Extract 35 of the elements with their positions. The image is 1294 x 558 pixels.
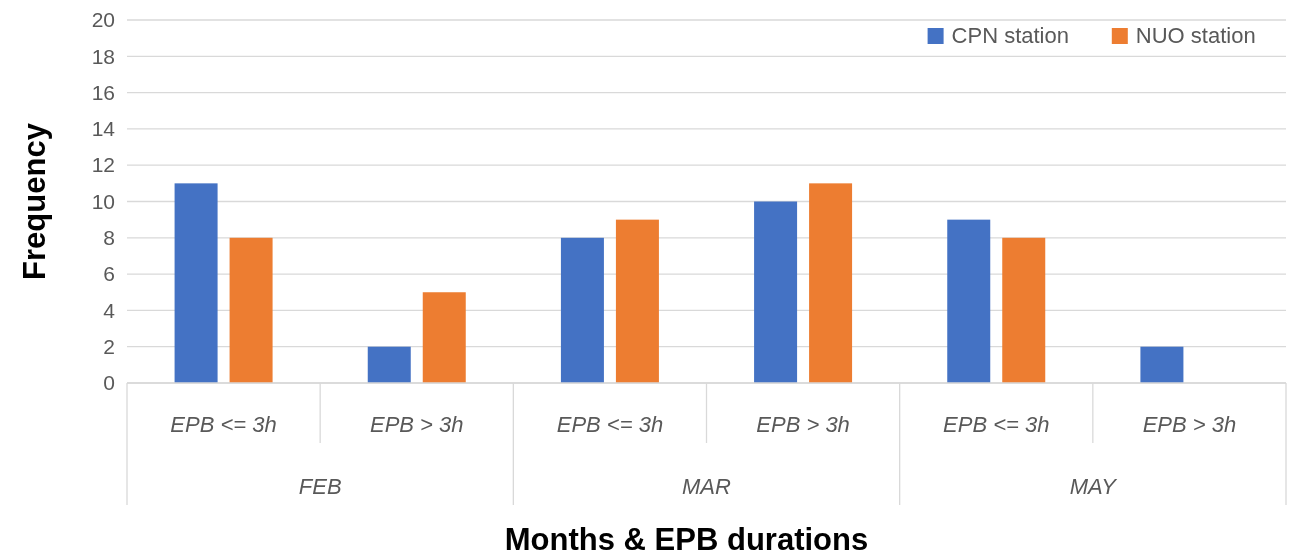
y-tick-label: 4 (103, 298, 116, 322)
text: FEB (298, 474, 342, 499)
y-tick-label: 12 (91, 153, 115, 177)
bar (560, 237, 604, 383)
legend-label: NUO station (1135, 23, 1256, 48)
y-tick-label: 16 (91, 80, 115, 104)
legend-label: CPN station (951, 23, 1069, 48)
y-tick-label: 18 (91, 44, 115, 68)
bar (1002, 237, 1046, 383)
bar (229, 237, 273, 383)
bar (615, 219, 659, 383)
x-tick-label: EPB > 3h (756, 412, 850, 437)
text: MAY (1069, 474, 1118, 499)
bar (754, 201, 798, 383)
x-tick-label: EPB <= 3h (943, 412, 1050, 437)
x-tick-label: EPB > 3h (1142, 412, 1237, 437)
y-tick-label: 10 (91, 189, 115, 213)
y-tick-label: 2 (103, 334, 115, 358)
x-tick-label: EPB <= 3h (170, 412, 277, 437)
bar (422, 292, 466, 383)
y-axis-title: Frequency (17, 122, 52, 280)
y-tick-label: 6 (103, 262, 115, 286)
x-tick-label: EPB > 3h (369, 412, 464, 437)
bar (809, 183, 853, 383)
y-tick-label: 20 (91, 8, 115, 32)
bar (947, 219, 991, 383)
x-tick-label: EPB <= 3h (556, 412, 664, 437)
text: MAR (682, 474, 732, 499)
bar (174, 183, 218, 383)
x-axis-title: Months & EPB durations (504, 522, 869, 557)
bar (367, 346, 411, 383)
y-tick-label: 8 (103, 226, 115, 250)
bar (1140, 346, 1184, 383)
y-tick-label: 0 (103, 371, 115, 395)
y-tick-label: 14 (91, 117, 116, 141)
